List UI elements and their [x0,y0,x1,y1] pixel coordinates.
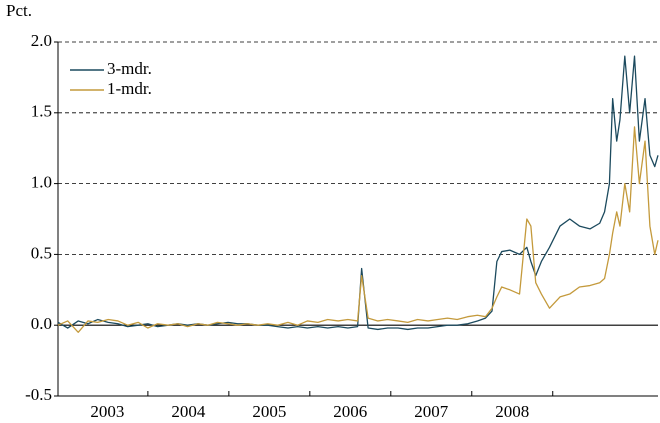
x-tick-label: 2007 [414,402,449,421]
y-tick-label: 1.0 [31,173,52,192]
y-tick-label: -0.5 [25,385,52,404]
legend-label: 3-mdr. [107,59,152,78]
y-axis-label: Pct. [6,1,32,20]
x-tick-label: 2008 [495,402,529,421]
x-tick-label: 2005 [252,402,286,421]
series-line [57,126,659,333]
y-tick-label: 0.0 [31,314,52,333]
x-tick-label: 2003 [90,402,124,421]
x-tick-label: 2006 [333,402,367,421]
y-tick-label: 2.0 [31,31,52,50]
x-tick-label: 2004 [171,402,206,421]
y-tick-label: 0.5 [31,243,52,262]
y-tick-label: 1.5 [31,102,52,121]
legend-label: 1-mdr. [107,79,152,98]
